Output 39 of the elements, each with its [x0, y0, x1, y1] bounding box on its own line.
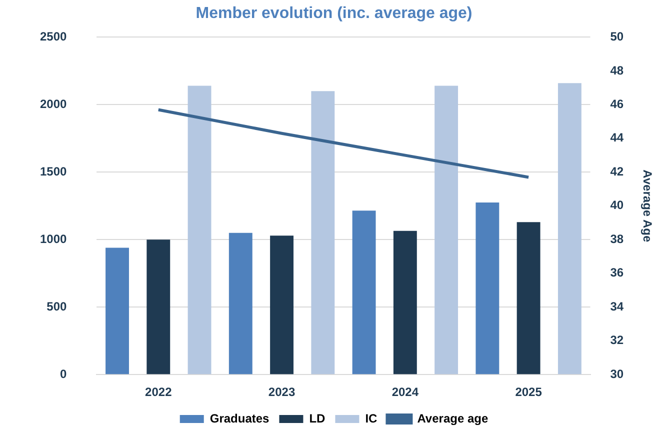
- bar: [516, 222, 540, 374]
- y2-tick-label: 34: [610, 299, 624, 314]
- bar: [188, 86, 212, 374]
- bar: [270, 236, 294, 374]
- bar: [106, 248, 129, 374]
- y-tick-label: 500: [46, 299, 68, 314]
- y2-tick-label: 46: [610, 96, 624, 111]
- x-tick-label: 2025: [515, 385, 542, 400]
- legend-label: LD: [309, 411, 326, 426]
- bar: [311, 91, 335, 374]
- x-tick-label: 2023: [268, 385, 296, 400]
- y2-tick-label: 36: [610, 266, 624, 280]
- bar: [434, 86, 458, 374]
- bar: [558, 83, 582, 374]
- y2-tick-label: 40: [610, 198, 624, 212]
- bar: [228, 232, 252, 374]
- y-tick-label: 1500: [40, 164, 68, 178]
- y2-tick-label: 48: [610, 63, 624, 78]
- legend-label: Average age: [417, 411, 488, 426]
- bar: [146, 240, 170, 374]
- y2-tick-label: 30: [610, 366, 624, 381]
- bar: [352, 210, 376, 374]
- bar: [393, 230, 417, 374]
- y-tick-label: 2500: [40, 30, 68, 44]
- y2-tick-label: 32: [610, 333, 624, 348]
- y2-tick-label: 44: [610, 130, 624, 145]
- y-tick-label: 0: [60, 366, 68, 381]
- y2-tick-label: 42: [610, 164, 624, 178]
- x-tick-label: 2022: [145, 385, 172, 400]
- y2-tick-label: 50: [610, 30, 624, 44]
- y2-axis-title: Average Age: [640, 170, 654, 242]
- y-tick-label: 1000: [40, 232, 68, 246]
- bar: [476, 202, 500, 374]
- y-tick-label: 2000: [40, 96, 68, 111]
- chart-title: Member evolution (inc. average age): [196, 5, 472, 22]
- legend-label: Graduates: [210, 411, 270, 426]
- legend-label: IC: [365, 411, 378, 426]
- x-tick-label: 2024: [392, 385, 419, 400]
- y2-tick-label: 38: [610, 232, 624, 246]
